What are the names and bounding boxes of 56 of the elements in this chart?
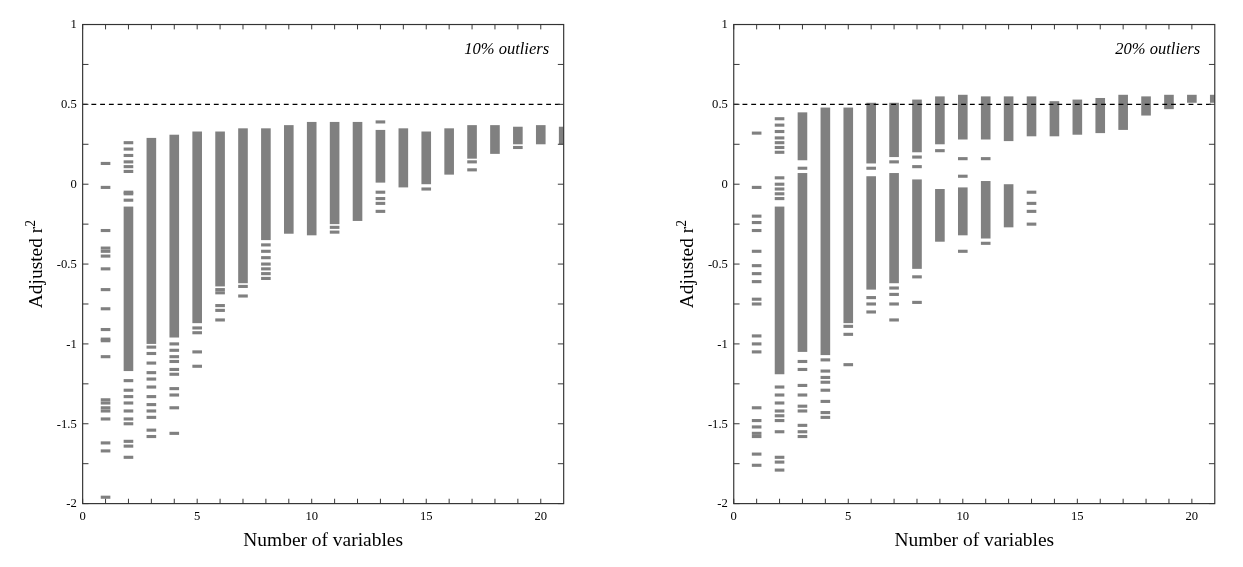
y-tick-label: 0 [721,177,728,192]
bar [352,121,363,221]
bar [169,134,180,338]
bar [375,129,386,183]
bar [490,125,500,154]
x-tick-label: 10 [956,509,970,524]
bar [1187,94,1197,103]
bar [797,173,808,352]
y-tick-label: 0 [70,177,77,192]
x-tick-label: 5 [845,509,852,524]
y-tick-label: -1.5 [707,416,728,431]
y-tick-label: -2 [66,496,77,511]
bar [912,179,922,269]
bar [1049,101,1060,137]
bar [1003,184,1014,228]
bar [398,128,409,188]
bar [1141,96,1151,116]
bar [957,187,968,236]
y-tick-label: -2 [717,496,728,511]
bar [980,96,991,140]
y-tick-label: -0.5 [56,256,77,271]
y-tick-label: 1 [70,17,77,32]
bar [1072,99,1083,135]
bar [1164,94,1174,110]
bar [935,189,945,242]
x-tick-label: 20 [1185,509,1199,524]
y-tick-label: 1 [721,17,728,32]
x-axis-title: Number of variables [894,529,1055,551]
bar [306,121,317,236]
bar [444,128,454,175]
bar [866,176,876,290]
bar [1095,97,1106,134]
y-tick-label: -0.5 [707,256,728,271]
bar [123,206,134,372]
annotation: 20% outliers [1115,38,1201,58]
annotation: 10% outliers [464,38,550,58]
y-tick-label: -1 [717,336,728,351]
bar [957,94,968,140]
y-tick-label: -1 [66,336,77,351]
x-tick-label: 20 [534,509,548,524]
bar [1118,94,1128,130]
bar [283,125,294,234]
y-tick-label: -1.5 [56,416,77,431]
x-tick-label: 10 [305,509,319,524]
x-tick-label: 5 [194,509,201,524]
bar [535,125,546,145]
x-axis-title: Number of variables [243,529,403,551]
bar [1003,96,1014,142]
bar [935,96,945,145]
bar [774,206,785,375]
bar [797,112,808,161]
x-tick-label: 15 [1071,509,1084,524]
bar [1026,96,1037,137]
y-tick-label: 0.5 [61,97,77,112]
x-tick-label: 15 [419,509,433,524]
y-tick-label: 0.5 [712,97,728,112]
